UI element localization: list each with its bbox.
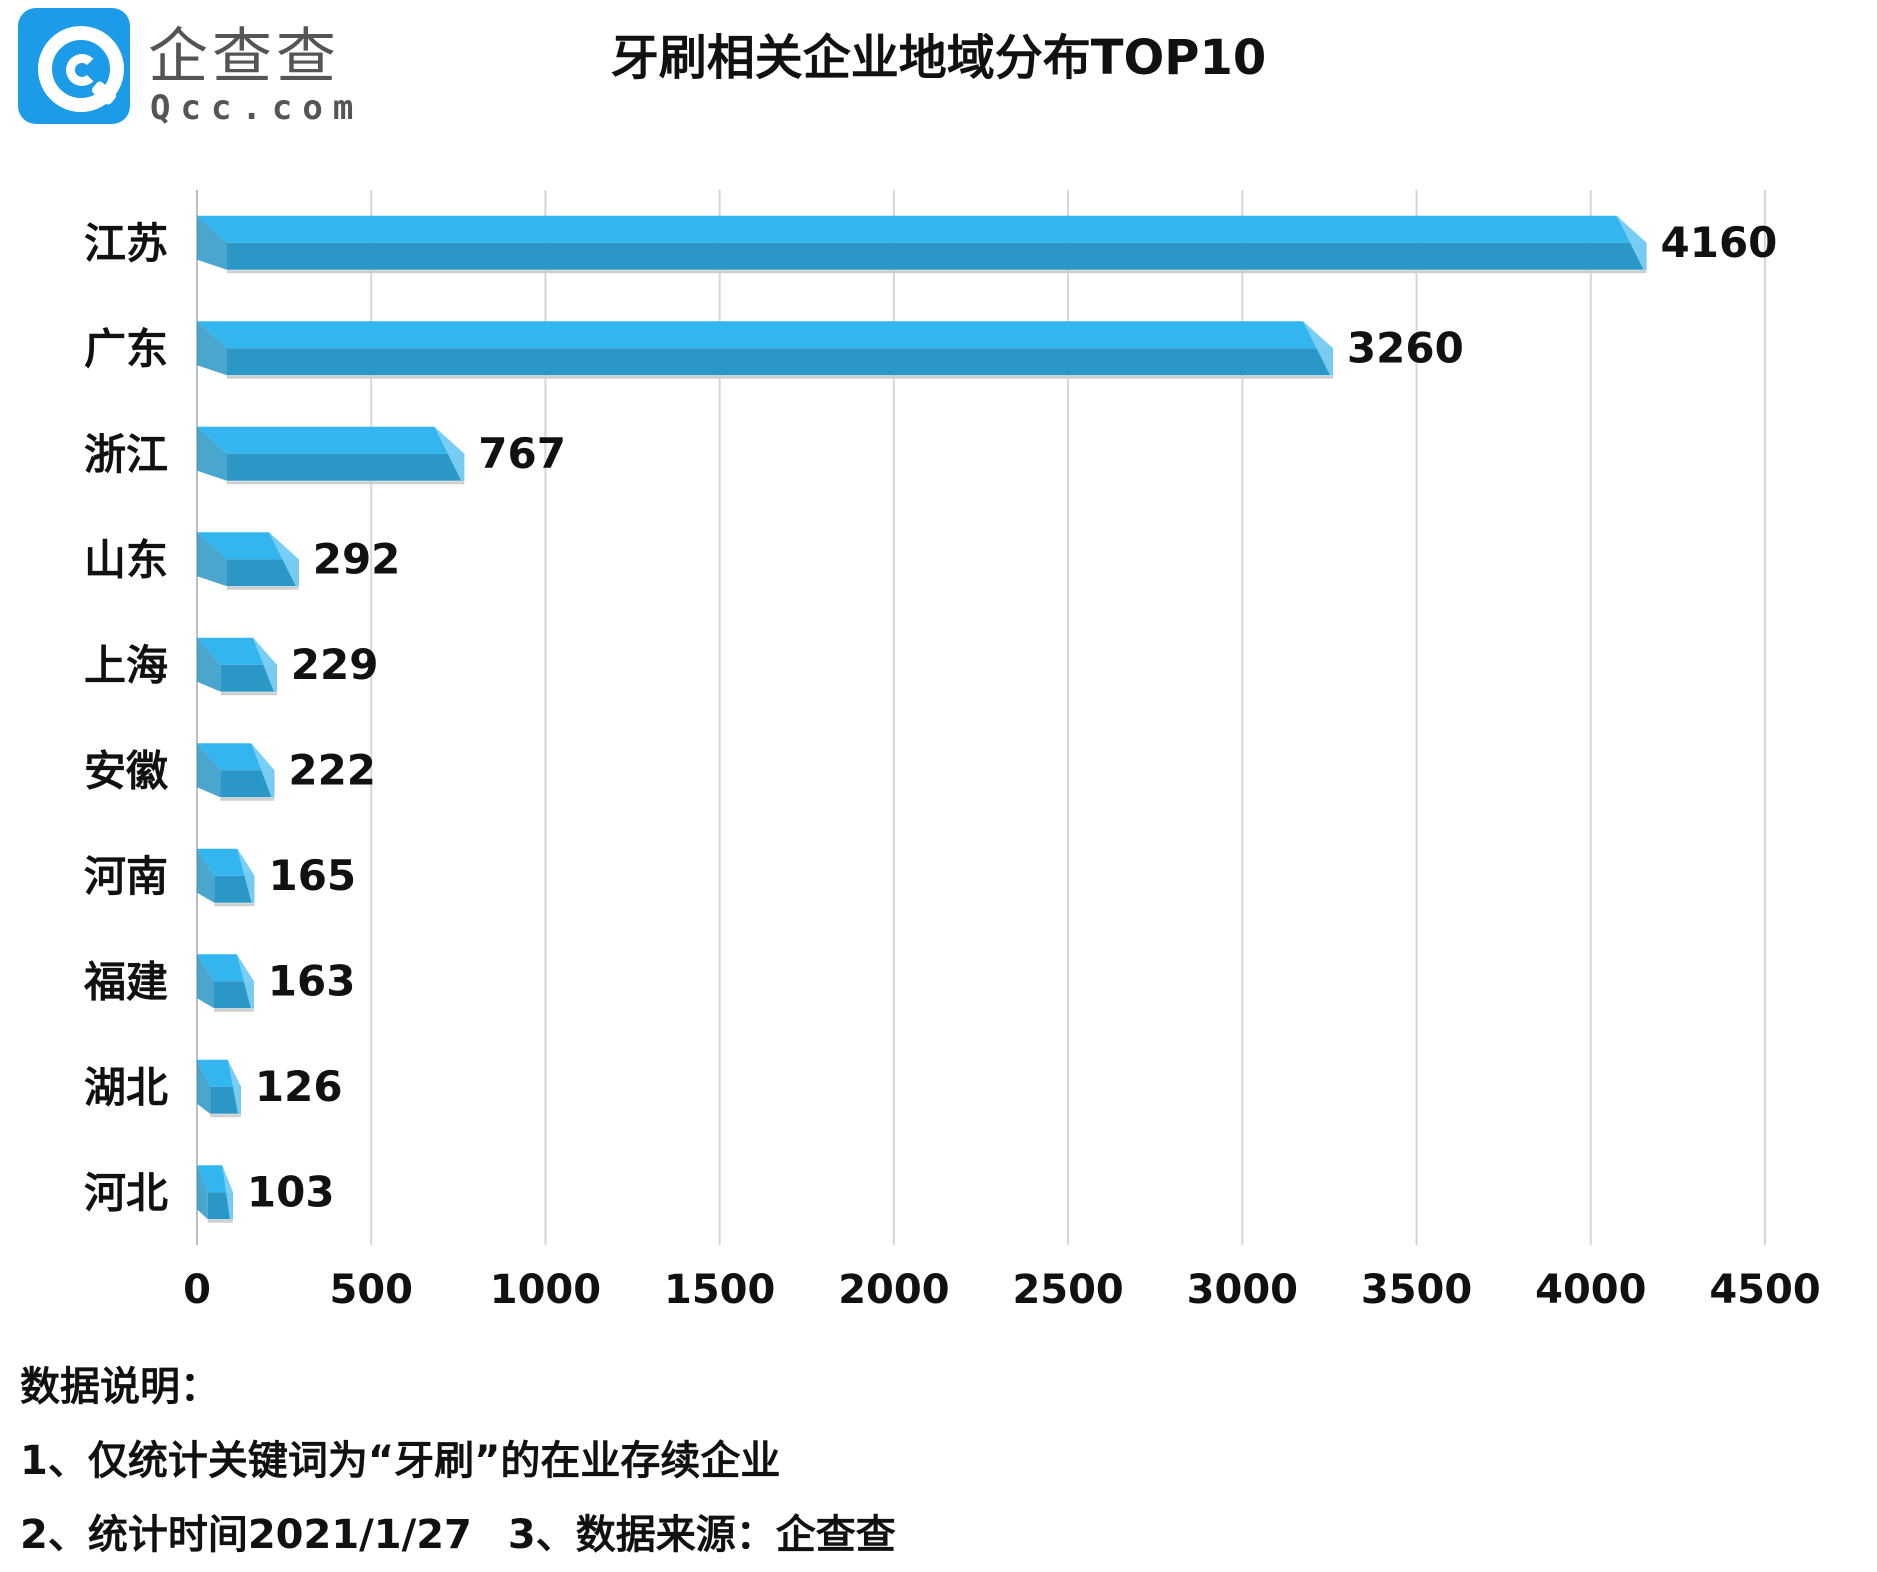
bar-left-bevel — [197, 1059, 211, 1114]
bar-chart: 0 500 1000 1500 2000 2500 3000 3500 4000 4500 江苏 41… — [83, 190, 1821, 1313]
bar-bottom-face — [220, 770, 275, 798]
bar-left-bevel — [197, 321, 227, 376]
qcc-logo — [18, 8, 130, 124]
bar-left-bevel — [197, 743, 221, 798]
data-label: 165 — [268, 851, 356, 900]
bar-end-cap — [434, 426, 465, 481]
bar-left-bevel — [197, 426, 227, 481]
x-tick-label: 1000 — [490, 1267, 601, 1313]
notes-line-2a: 2、统计时间2021/1/27 — [20, 1512, 472, 1558]
category-label: 安徽 — [84, 746, 169, 795]
bar-bottom-face — [214, 875, 255, 903]
x-tick-label: 3000 — [1187, 1267, 1298, 1313]
bar-left-bevel — [197, 532, 227, 587]
x-tick-label: 2500 — [1012, 1267, 1123, 1313]
bar-end-cap — [1302, 321, 1333, 376]
bar-top-face — [197, 321, 1333, 349]
bar-left-bevel — [197, 215, 227, 270]
data-label: 126 — [255, 1062, 343, 1111]
data-label: 4160 — [1661, 218, 1778, 267]
category-label: 上海 — [84, 641, 168, 690]
bar-bottom-face — [227, 453, 465, 481]
data-label: 292 — [313, 534, 401, 583]
bar-end-cap — [236, 954, 254, 1009]
bar-bottom-face — [207, 1192, 233, 1220]
bar-end-cap — [222, 1165, 233, 1220]
bar-left-bevel — [197, 637, 221, 692]
bar-bottom-face — [210, 1086, 241, 1114]
bar-top-face — [197, 215, 1647, 243]
x-tick-label: 1500 — [664, 1267, 775, 1313]
x-tick-label: 0 — [183, 1267, 211, 1313]
bar-bottom-face — [227, 242, 1647, 270]
category-label: 湖北 — [84, 1063, 168, 1112]
data-label: 767 — [478, 429, 566, 478]
x-tick-label: 500 — [329, 1267, 413, 1313]
chart-title: 牙刷相关企业地域分布TOP10 — [610, 30, 1267, 86]
bar-left-bevel — [197, 1165, 208, 1220]
bar-top-face — [197, 426, 465, 454]
notes-heading: 数据说明： — [20, 1364, 220, 1410]
notes-line-2: 2、统计时间2021/1/27 3、数据来源：企查查 — [20, 1498, 896, 1572]
category-label: 浙江 — [84, 430, 168, 479]
x-tick-label: 4000 — [1535, 1267, 1646, 1313]
bar-end-cap — [227, 1059, 241, 1114]
bar-left-bevel — [197, 954, 215, 1009]
data-label: 229 — [291, 640, 379, 689]
bar-bottom-face — [227, 348, 1333, 376]
x-tick-label: 4500 — [1709, 1267, 1820, 1313]
x-tick-label: 2000 — [838, 1267, 949, 1313]
bar-end-cap — [237, 848, 255, 903]
bar-left-bevel — [197, 848, 215, 903]
bar-bottom-face — [214, 981, 254, 1009]
data-label: 103 — [247, 1167, 335, 1216]
category-label: 河南 — [84, 852, 168, 901]
x-tick-label: 3500 — [1361, 1267, 1472, 1313]
data-label: 163 — [268, 956, 356, 1005]
notes-line-1: 1、仅统计关键词为“牙刷”的在业存续企业 — [20, 1438, 781, 1484]
category-label: 福建 — [83, 957, 168, 1006]
notes-line-2b: 3、数据来源：企查查 — [507, 1512, 896, 1558]
bar-bottom-face — [220, 664, 277, 692]
bar-bottom-face — [227, 559, 299, 587]
bar-end-cap — [251, 743, 275, 798]
brand-name-cn: 企查查 — [148, 22, 340, 92]
brand-name-en: Qcc.com — [150, 88, 364, 128]
category-label: 山东 — [84, 535, 168, 584]
category-label: 广东 — [84, 324, 168, 373]
bar-end-cap — [1616, 215, 1647, 270]
data-label: 3260 — [1347, 323, 1464, 372]
category-label: 江苏 — [84, 219, 168, 268]
bar-end-cap — [252, 637, 277, 692]
category-label: 河北 — [84, 1168, 168, 1217]
bar-end-cap — [268, 532, 299, 587]
data-label: 222 — [288, 745, 376, 794]
